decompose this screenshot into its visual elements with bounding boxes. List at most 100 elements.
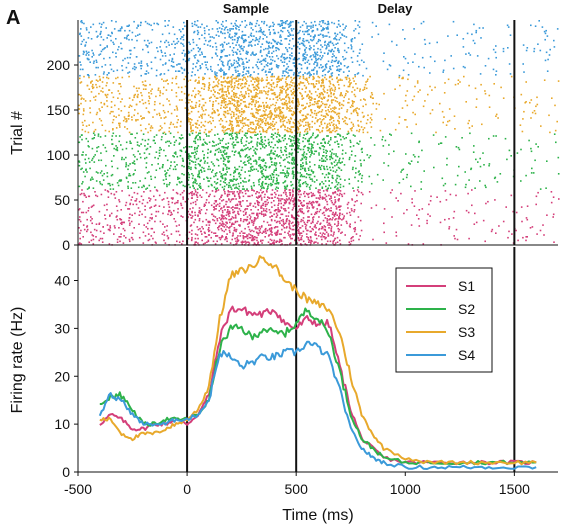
spike-dot xyxy=(225,81,228,83)
spike-dot xyxy=(297,221,300,224)
spike-dot xyxy=(235,186,237,189)
spike-dot xyxy=(215,200,217,203)
spike-dot xyxy=(284,149,286,152)
spike-dot xyxy=(202,138,205,141)
spike-dot xyxy=(311,97,313,99)
spike-dot xyxy=(427,213,429,216)
spike-dot xyxy=(288,201,291,204)
spike-dot xyxy=(99,78,101,81)
spike-dot xyxy=(290,162,293,164)
spike-dot xyxy=(311,152,313,154)
spike-dot xyxy=(442,69,445,72)
spike-dot xyxy=(293,139,295,142)
spike-dot xyxy=(227,146,229,148)
spike-dot xyxy=(297,214,299,216)
spike-dot xyxy=(238,208,241,210)
spike-dot xyxy=(297,74,300,77)
spike-dot xyxy=(326,123,329,126)
spike-dot xyxy=(226,171,228,173)
spike-dot xyxy=(233,172,235,174)
spike-dot xyxy=(101,183,103,186)
spike-dot xyxy=(279,200,282,202)
spike-dot xyxy=(272,241,275,243)
spike-dot xyxy=(156,113,158,116)
spike-dot xyxy=(291,173,294,175)
spike-dot xyxy=(253,220,255,223)
spike-dot xyxy=(312,194,314,197)
spike-dot xyxy=(221,139,223,142)
spike-dot xyxy=(537,191,539,194)
spike-dot xyxy=(311,150,313,153)
spike-dot xyxy=(297,193,300,196)
spike-dot xyxy=(78,104,80,107)
spike-dot xyxy=(255,161,258,163)
spike-dot xyxy=(176,183,178,186)
spike-dot xyxy=(370,182,373,185)
spike-dot xyxy=(231,135,233,137)
spike-dot xyxy=(350,240,353,243)
spike-dot xyxy=(151,127,154,129)
spike-dot xyxy=(224,173,227,175)
spike-dot xyxy=(178,241,181,243)
spike-dot xyxy=(296,164,299,166)
spike-dot xyxy=(181,157,184,160)
spike-dot xyxy=(299,179,302,181)
spike-dot xyxy=(258,120,260,123)
spike-dot xyxy=(330,95,332,98)
spike-dot xyxy=(128,114,130,117)
spike-dot xyxy=(103,71,105,73)
spike-dot xyxy=(252,86,255,89)
spike-dot xyxy=(318,203,320,206)
spike-dot xyxy=(257,86,260,89)
spike-dot xyxy=(266,122,268,125)
spike-dot xyxy=(307,93,309,96)
spike-dot xyxy=(525,81,527,83)
spike-dot xyxy=(279,209,281,212)
spike-dot xyxy=(335,169,338,171)
spike-dot xyxy=(296,74,299,77)
spike-dot xyxy=(283,236,285,239)
spike-dot xyxy=(234,84,236,87)
spike-dot xyxy=(137,150,139,153)
spike-dot xyxy=(194,182,196,184)
spike-dot xyxy=(278,194,280,197)
spike-dot xyxy=(236,120,239,123)
spike-dot xyxy=(106,224,109,226)
spike-dot xyxy=(402,168,405,171)
spike-dot xyxy=(83,110,85,112)
spike-dot xyxy=(303,119,305,121)
spike-dot xyxy=(284,186,287,189)
spike-dot xyxy=(103,232,105,234)
spike-dot xyxy=(275,107,277,109)
spike-dot xyxy=(114,197,117,199)
spike-dot xyxy=(242,125,245,127)
spike-dot xyxy=(335,153,337,155)
spike-dot xyxy=(198,105,200,108)
spike-dot xyxy=(251,115,254,117)
spike-dot xyxy=(402,77,404,80)
spike-dot xyxy=(193,107,195,109)
spike-dot xyxy=(302,140,304,143)
spike-dot xyxy=(273,125,275,127)
spike-dot xyxy=(227,87,229,90)
spike-dot xyxy=(278,140,281,143)
spike-dot xyxy=(238,110,241,112)
spike-dot xyxy=(351,127,353,129)
spike-dot xyxy=(191,173,193,175)
spike-dot xyxy=(303,125,305,127)
spike-dot xyxy=(266,129,268,132)
spike-dot xyxy=(136,132,138,135)
spike-dot xyxy=(275,241,277,243)
spike-dot xyxy=(158,155,161,157)
spike-dot xyxy=(102,76,105,79)
spike-dot xyxy=(144,128,147,130)
spike-dot xyxy=(536,103,539,106)
spike-dot xyxy=(254,134,256,136)
spike-dot xyxy=(163,149,165,152)
spike-dot xyxy=(285,104,288,107)
spike-dot xyxy=(330,131,333,134)
spike-dot xyxy=(267,128,269,130)
spike-dot xyxy=(273,164,276,166)
spike-dot xyxy=(155,189,158,191)
spike-dot xyxy=(308,186,311,189)
